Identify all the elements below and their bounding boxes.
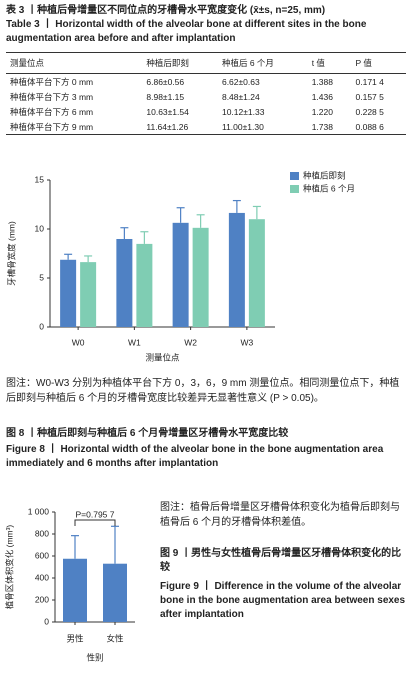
table: 测量位点 种植后即刻 种植后 6 个月 t 值 P 值 种植体平台下方 0 mm 6.86… [6, 52, 406, 135]
table-cell: 11.64±1.26 [146, 121, 189, 132]
table-cell: 种植体平台下方 9 mm [10, 121, 94, 132]
x-tick-label: W2 [184, 337, 197, 347]
header-cell: 测量位点 [10, 58, 45, 68]
figure-title-en: Figure 9 丨 Difference in the volume of t… [160, 581, 406, 620]
table-cell: 10.63±1.54 [146, 106, 189, 117]
bar [192, 227, 209, 327]
x-tick-label: 女性 [106, 633, 124, 643]
table-header: 测量位点 种植后即刻 种植后 6 个月 t 值 P 值 [6, 53, 406, 74]
legend-swatch [290, 185, 299, 193]
figure-title: 图 8 丨种植后即刻与种植后 6 个月骨增量区牙槽骨水平宽度比较 [6, 428, 289, 439]
header-row: 测量位点 种植后即刻 种植后 6 个月 t 值 P 值 [6, 53, 406, 74]
table-row: 种植体平台下方 0 mm 6.86±0.56 6.62±0.63 1.388 0.171… [6, 74, 406, 90]
y-tick-label: 5 [39, 272, 44, 282]
y-tick-label: 15 [35, 174, 45, 184]
x-tick-label: W1 [128, 337, 141, 347]
table-cell: 11.00±1.30 [221, 121, 264, 132]
table-row: 种植体平台下方 9 mm 11.64±1.26 11.00±1.30 1.738 0.0… [6, 119, 406, 135]
bar [136, 243, 153, 327]
table-cell: 1.436 [311, 91, 333, 102]
y-tick-label: 600 [35, 550, 49, 560]
x-tick-label: W3 [241, 337, 254, 347]
header-cell: 种植后即刻 [146, 58, 189, 68]
table-cell: 1.388 [311, 76, 333, 87]
table-cell: 1.220 [311, 106, 333, 117]
table-cell: 0.171 4 [355, 76, 384, 87]
header-cell: t 值 [311, 58, 325, 68]
table-cell: 种植体平台下方 3 mm [10, 91, 94, 102]
figure-title-en: Figure 8 丨 Horizontal width of the alveo… [6, 444, 384, 469]
y-axis-label: 牙槽骨宽度 (mm) [6, 221, 16, 286]
figure-note: 图注：W0-W3 分别为种植体平台下方 0，3，6，9 mm 测量位点。相同测量… [6, 378, 400, 404]
x-axis-label: 测量位点 [145, 352, 180, 362]
table-cell: 6.62±0.63 [221, 76, 260, 87]
y-axis-label: 植骨区体积变化 (mm³) [4, 525, 14, 610]
bar [80, 262, 97, 327]
legend-label: 种植后即刻 [303, 170, 346, 180]
figure-note: 图注：植骨后骨增量区牙槽骨体积变化为植骨后即刻与植骨后 6 个月的牙槽骨体积差值… [160, 502, 400, 528]
table-cell: 种植体平台下方 0 mm [10, 76, 94, 87]
table-title-en: Table 3 丨 Horizontal width of the alveol… [6, 19, 367, 44]
bar [172, 222, 189, 327]
figure-title: 图 9 丨男性与女性植骨后骨增量区牙槽骨体积变化的比较 [160, 548, 402, 573]
legend-label: 种植后 6 个月 [303, 183, 355, 193]
x-tick-label: W0 [72, 337, 85, 347]
bar [60, 259, 77, 327]
significance-bracket [74, 519, 116, 526]
y-tick-label: 800 [35, 528, 49, 538]
y-tick-label: 10 [35, 223, 45, 233]
table-title: 表 3 丨种植后骨增量区不同位点的牙槽骨水平宽度变化 (x̄±s, n=25, … [6, 5, 326, 16]
table-cell: 0.228 5 [355, 106, 384, 117]
header-cell: P 值 [355, 58, 372, 68]
legend-swatch [290, 172, 299, 180]
header-cell: 种植后 6 个月 [221, 58, 274, 68]
table-cell: 种植体平台下方 6 mm [10, 106, 94, 117]
x-tick-label: 男性 [66, 633, 84, 643]
x-axis-label: 性别 [86, 652, 103, 662]
bar [228, 212, 245, 327]
bar [116, 238, 133, 327]
y-tick-label: 400 [35, 572, 49, 582]
y-tick-label: 0 [44, 616, 49, 626]
y-tick-label: 0 [39, 321, 44, 331]
table-cell: 8.48±1.24 [221, 91, 260, 102]
table-cell: 10.12±1.33 [221, 106, 265, 117]
annotation: P=0.795 7 [76, 509, 115, 519]
table-cell: 0.088 6 [355, 121, 384, 132]
bar [103, 563, 127, 622]
table-row: 种植体平台下方 3 mm 8.98±1.15 8.48±1.24 1.436 0.157… [6, 89, 406, 104]
bar [63, 558, 87, 622]
table-cell: 6.86±0.56 [146, 76, 185, 87]
bar [248, 219, 265, 327]
y-tick-label: 1 000 [28, 506, 50, 516]
table-cell: 0.157 5 [355, 91, 384, 102]
table-row: 种植体平台下方 6 mm 10.63±1.54 10.12±1.33 1.220 0.2… [6, 104, 406, 119]
table-body: 种植体平台下方 0 mm 6.86±0.56 6.62±0.63 1.388 0.171… [6, 74, 406, 135]
y-tick-label: 200 [35, 594, 49, 604]
table-cell: 8.98±1.15 [146, 91, 185, 102]
table-cell: 1.738 [311, 121, 333, 132]
